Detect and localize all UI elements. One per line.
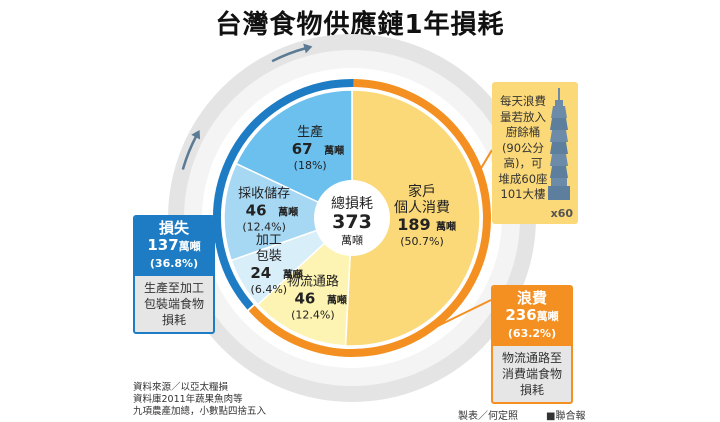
loss-callout: 損失 137萬噸 (36.8%) 生產至加工包裝端食物損耗 (133, 215, 215, 334)
slice-value-logistics: 46 (294, 289, 315, 307)
total-label: 總損耗 (331, 195, 373, 212)
credit-maker: 製表／何定照 (458, 411, 518, 422)
total-unit: 萬噸 (341, 233, 363, 247)
tower-multiplier: x60 (550, 207, 573, 220)
waste-description: 物流通路至消費端食物損耗 (501, 351, 562, 397)
slice-pct-household: (50.7%) (400, 235, 444, 248)
slice-pct-logistics: (12.4%) (291, 308, 335, 321)
slice-value-storage: 46 (246, 202, 267, 220)
slice-label-production: 生產 (297, 124, 323, 140)
slice-unit-production: 萬噸 (324, 144, 344, 157)
waste-unit: 萬噸 (536, 310, 559, 323)
tower-note-box: 每天浪費量若放入廚餘桶(90公分高)，可堆成60座101大樓 x60 (492, 82, 578, 224)
slice-value-processing: 24 (250, 264, 271, 282)
slice-pct-storage: (12.4%) (242, 221, 286, 234)
tower-note-text: 每天浪費量若放入廚餘桶(90公分高)，可堆成60座101大樓 (498, 94, 548, 201)
slice-label-household: 個人消費 (394, 200, 450, 216)
slice-label-processing: 加工 (256, 233, 282, 248)
slice-production (235, 89, 353, 220)
waste-connector (419, 299, 492, 336)
slice-household (344, 89, 481, 347)
footnote-line: 九項農產加總，小數點四捨五入 (133, 406, 267, 417)
slice-unit-household: 萬噸 (436, 220, 456, 233)
slice-value-production: 67 (292, 140, 313, 158)
waste-callout: 浪費 236萬噸 (63.2%) 物流通路至消費端食物損耗 (491, 285, 573, 404)
loss-name: 損失 (158, 219, 189, 237)
loss-unit: 萬噸 (178, 240, 201, 253)
footnote-line: 資料庫2011年蔬果魚肉等 (133, 394, 243, 405)
center-circle (314, 180, 390, 256)
slice-pct-processing: (6.4%) (251, 283, 288, 296)
taipei-101-tower-icon (548, 88, 570, 200)
footnote-line: 資料來源／以亞太糧損 (133, 382, 229, 393)
tower-connector (478, 149, 493, 173)
loss-description: 生產至加工包裝端食物損耗 (143, 281, 204, 327)
loss-callout-header: 損失 137萬噸 (36.8%) (135, 217, 213, 276)
slice-value-household: 189 (397, 215, 430, 234)
slice-pct-production: (18%) (294, 159, 327, 172)
credit-source: ■聯合報 (546, 411, 586, 422)
waste-callout-header: 浪費 236萬噸 (63.2%) (493, 287, 571, 346)
slice-unit-logistics: 萬噸 (327, 293, 347, 306)
flow-arrow-head (191, 130, 201, 140)
flow-arrow-head (303, 43, 313, 54)
slice-label-logistics: 物流通路 (287, 273, 339, 289)
slice-storage (223, 162, 354, 262)
group-ring-waste (248, 79, 491, 357)
waste-name: 浪費 (516, 289, 547, 307)
source-footnote: 資料來源／以亞太糧損 資料庫2011年蔬果魚肉等 九項農產加總，小數點四捨五入 (133, 382, 266, 418)
slice-unit-processing: 萬噸 (283, 268, 303, 281)
slice-logistics (256, 216, 353, 347)
waste-amount: 236 (505, 306, 537, 324)
group-ring-loss (213, 79, 354, 310)
loss-percent: (36.8%) (149, 257, 199, 270)
total-value: 373 (332, 211, 372, 233)
slice-unit-storage: 萬噸 (278, 206, 298, 219)
waste-percent: (63.2%) (507, 327, 557, 340)
slice-label-household: 家戶 (408, 183, 436, 200)
slice-label-processing: 包裝 (256, 249, 282, 264)
slice-label-storage: 採收儲存 (238, 187, 290, 202)
loss-amount: 137 (147, 236, 179, 254)
